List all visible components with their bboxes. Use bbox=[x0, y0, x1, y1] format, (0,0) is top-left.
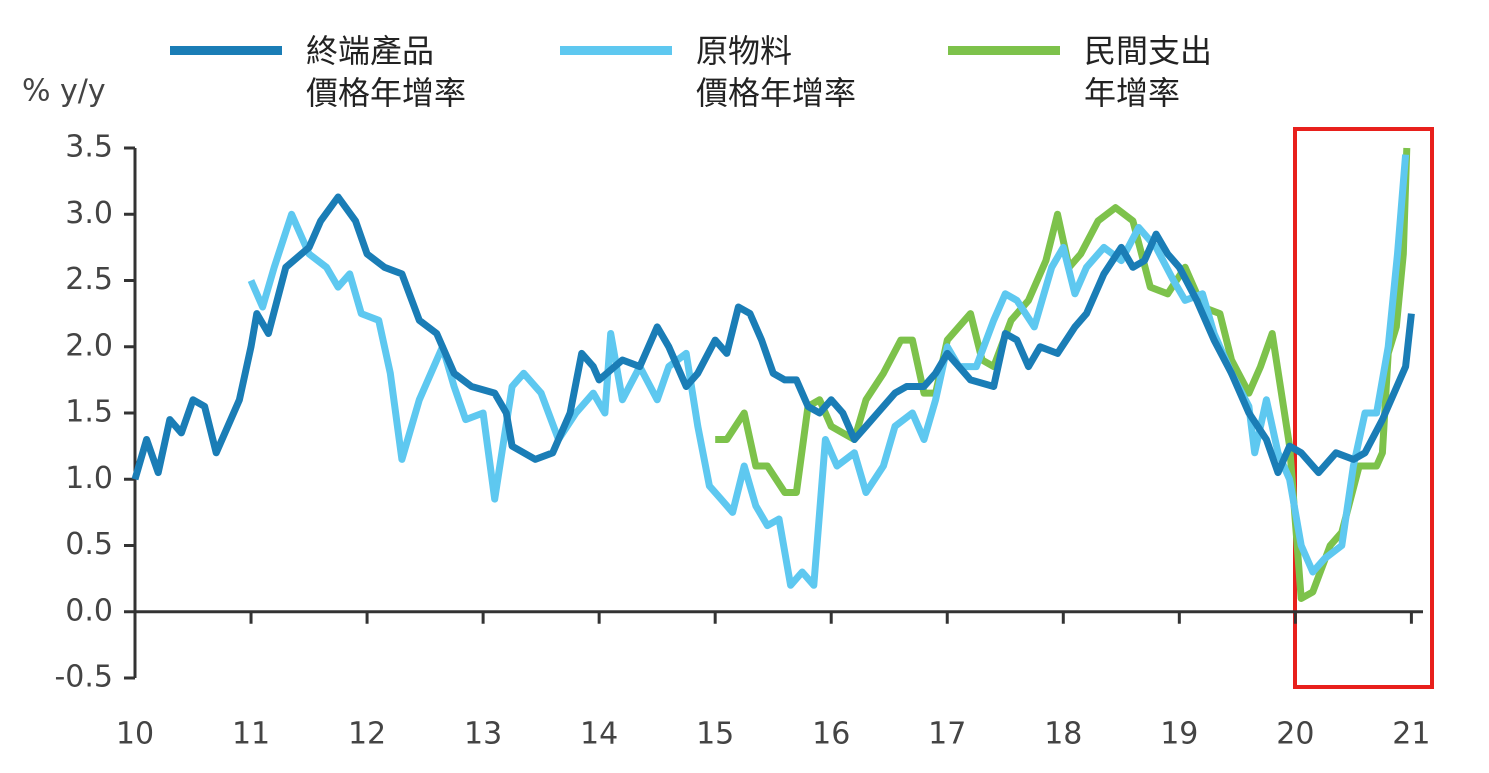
x-tick-label: 19 bbox=[1160, 717, 1198, 752]
x-tick-label: 10 bbox=[116, 717, 154, 752]
x-tick-label: 17 bbox=[928, 717, 966, 752]
y-tick-label: 2.5 bbox=[65, 262, 113, 297]
x-tick-label: 12 bbox=[348, 717, 386, 752]
x-tick-label: 21 bbox=[1392, 717, 1430, 752]
y-tick-label: 1.0 bbox=[65, 461, 113, 496]
x-tick-label: 15 bbox=[696, 717, 734, 752]
y-tick-label: 1.5 bbox=[65, 395, 113, 430]
y-tick-label: 0.0 bbox=[65, 593, 113, 628]
legend-item: 民間支出 年增率 bbox=[948, 30, 1212, 114]
data-line bbox=[131, 193, 1415, 481]
legend-label: 民間支出 年增率 bbox=[1084, 32, 1213, 112]
x-tick-label: 11 bbox=[232, 717, 270, 752]
legend-item: 終端產品 價格年增率 bbox=[170, 30, 466, 114]
data-line bbox=[715, 147, 1411, 602]
highlight-box bbox=[1293, 127, 1434, 689]
legend-swatch bbox=[560, 46, 672, 55]
x-tick-label: 13 bbox=[464, 717, 502, 752]
y-tick-label: -0.5 bbox=[54, 660, 113, 695]
legend-swatch bbox=[948, 46, 1060, 55]
legend-label: 原物料 價格年增率 bbox=[696, 32, 857, 112]
x-tick-label: 14 bbox=[580, 717, 618, 752]
y-tick-label: 3.0 bbox=[65, 196, 113, 231]
x-tick-label: 16 bbox=[812, 717, 850, 752]
x-tick-label: 18 bbox=[1044, 717, 1082, 752]
y-axis-label: % y/y bbox=[22, 74, 106, 109]
legend-item: 原物料 價格年增率 bbox=[560, 30, 856, 114]
y-tick-label: 3.5 bbox=[65, 130, 113, 165]
legend-swatch bbox=[170, 46, 282, 55]
y-tick-label: 2.0 bbox=[65, 328, 113, 363]
y-tick-label: 0.5 bbox=[65, 527, 113, 562]
x-tick-label: 20 bbox=[1276, 717, 1314, 752]
legend-label: 終端產品 價格年增率 bbox=[306, 32, 467, 112]
